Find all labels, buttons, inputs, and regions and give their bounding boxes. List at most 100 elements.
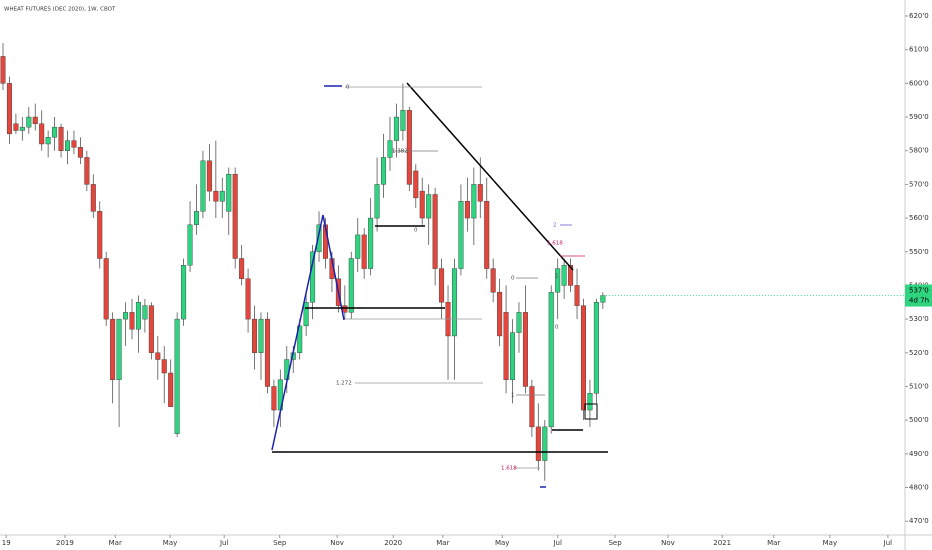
candle-body xyxy=(477,184,483,202)
wave-line xyxy=(271,214,345,451)
candle-body xyxy=(503,312,509,380)
candle-body xyxy=(26,116,32,128)
candle-body xyxy=(484,201,490,269)
box-drawing xyxy=(584,403,598,420)
candle-body xyxy=(271,386,277,411)
candle-body xyxy=(303,302,309,327)
candle-body xyxy=(71,140,77,148)
candle-body xyxy=(64,140,70,151)
candle-body xyxy=(103,258,109,320)
x-tick-label: Nov xyxy=(661,539,675,547)
x-tick-label: 2020 xyxy=(384,539,402,547)
fib-label: 1.382 xyxy=(392,149,408,155)
candle-body xyxy=(32,116,38,124)
x-tick-label: 2021 xyxy=(713,539,731,547)
candle-body xyxy=(555,268,561,293)
candle-body xyxy=(58,126,64,151)
y-tick-label: 510'0 xyxy=(909,382,929,390)
candle-body xyxy=(181,265,187,320)
candle-body xyxy=(542,426,548,461)
candle-body xyxy=(264,318,270,387)
candle-body xyxy=(148,305,154,353)
candle-body xyxy=(213,190,219,202)
candle-body xyxy=(535,426,541,461)
x-tick-label: Jul xyxy=(552,539,562,547)
candle-body xyxy=(187,224,193,266)
candle-body xyxy=(193,211,199,226)
candle-body xyxy=(258,318,264,353)
candle-body xyxy=(406,110,412,185)
candle-body xyxy=(129,312,135,330)
candle-body xyxy=(39,123,45,145)
y-tick-label: 550'0 xyxy=(909,248,929,256)
y-tick-label: 570'0 xyxy=(909,180,929,188)
candle-body xyxy=(432,194,438,269)
x-tick-label: 2019 xyxy=(56,539,74,547)
fib-label: 1.272 xyxy=(336,381,352,387)
candle-body xyxy=(368,217,374,269)
candle-body xyxy=(574,285,580,306)
y-tick-label: 490'0 xyxy=(909,450,929,458)
candle-body xyxy=(471,184,477,219)
candle-body xyxy=(90,184,96,212)
y-tick-label: 590'0 xyxy=(909,113,929,121)
countdown-label: 4d 7h xyxy=(909,297,929,305)
candle-body xyxy=(522,312,528,387)
x-tick-label: May xyxy=(823,539,837,547)
candle-body xyxy=(6,83,12,135)
candle-body xyxy=(529,386,535,428)
y-tick-label: 480'0 xyxy=(909,484,929,492)
candle-body xyxy=(206,160,212,192)
candle-body xyxy=(516,312,522,333)
candle-body xyxy=(387,140,393,158)
candle-body xyxy=(245,278,251,320)
candle-body xyxy=(374,184,380,219)
fib-label: 1.618 xyxy=(547,241,563,247)
candle-body xyxy=(168,372,174,407)
candle-body xyxy=(239,258,245,279)
candle-body xyxy=(155,352,161,360)
candle-body xyxy=(13,123,19,131)
candle-body xyxy=(587,393,593,411)
candle-body xyxy=(348,258,354,313)
x-tick-label: Mar xyxy=(767,539,780,547)
fib-label: 0 xyxy=(414,228,418,234)
candle-body xyxy=(413,170,419,199)
x-tick-label: Mar xyxy=(436,539,449,547)
x-tick-label: May xyxy=(163,539,177,547)
candle-body xyxy=(226,174,232,212)
x-tick-label: 19 xyxy=(2,539,11,547)
candle-body xyxy=(252,318,258,353)
candle-body xyxy=(97,211,103,259)
last-price-box xyxy=(905,284,932,307)
candle-body xyxy=(174,318,180,434)
candle-body xyxy=(135,302,141,330)
y-tick-label: 620'0 xyxy=(909,12,929,20)
candle-body xyxy=(600,295,606,303)
candle-body xyxy=(361,234,367,269)
candle-body xyxy=(0,56,6,84)
candle-body xyxy=(419,190,425,219)
last-price-label: 537'0 xyxy=(909,287,929,295)
candle-body xyxy=(568,265,574,286)
candle-body xyxy=(593,302,599,394)
candle-body xyxy=(123,312,129,320)
candle-body xyxy=(142,305,148,320)
candle-body xyxy=(232,174,238,259)
candle-body xyxy=(110,318,116,380)
fib-label: 0 xyxy=(346,85,350,91)
candle-body xyxy=(510,332,516,380)
candle-body xyxy=(84,157,90,185)
x-tick-label: Jul xyxy=(219,539,229,547)
fib-label: 1 xyxy=(511,393,515,399)
y-tick-label: 580'0 xyxy=(909,147,929,155)
x-tick-label: May xyxy=(495,539,509,547)
y-tick-label: 600'0 xyxy=(909,79,929,87)
fib-label: 2 xyxy=(553,223,557,229)
x-tick-label: Mar xyxy=(109,539,122,547)
fib-label: 1.618 xyxy=(501,466,517,472)
candle-body xyxy=(580,305,586,411)
candle-body xyxy=(77,147,83,158)
candle-body xyxy=(439,268,445,303)
